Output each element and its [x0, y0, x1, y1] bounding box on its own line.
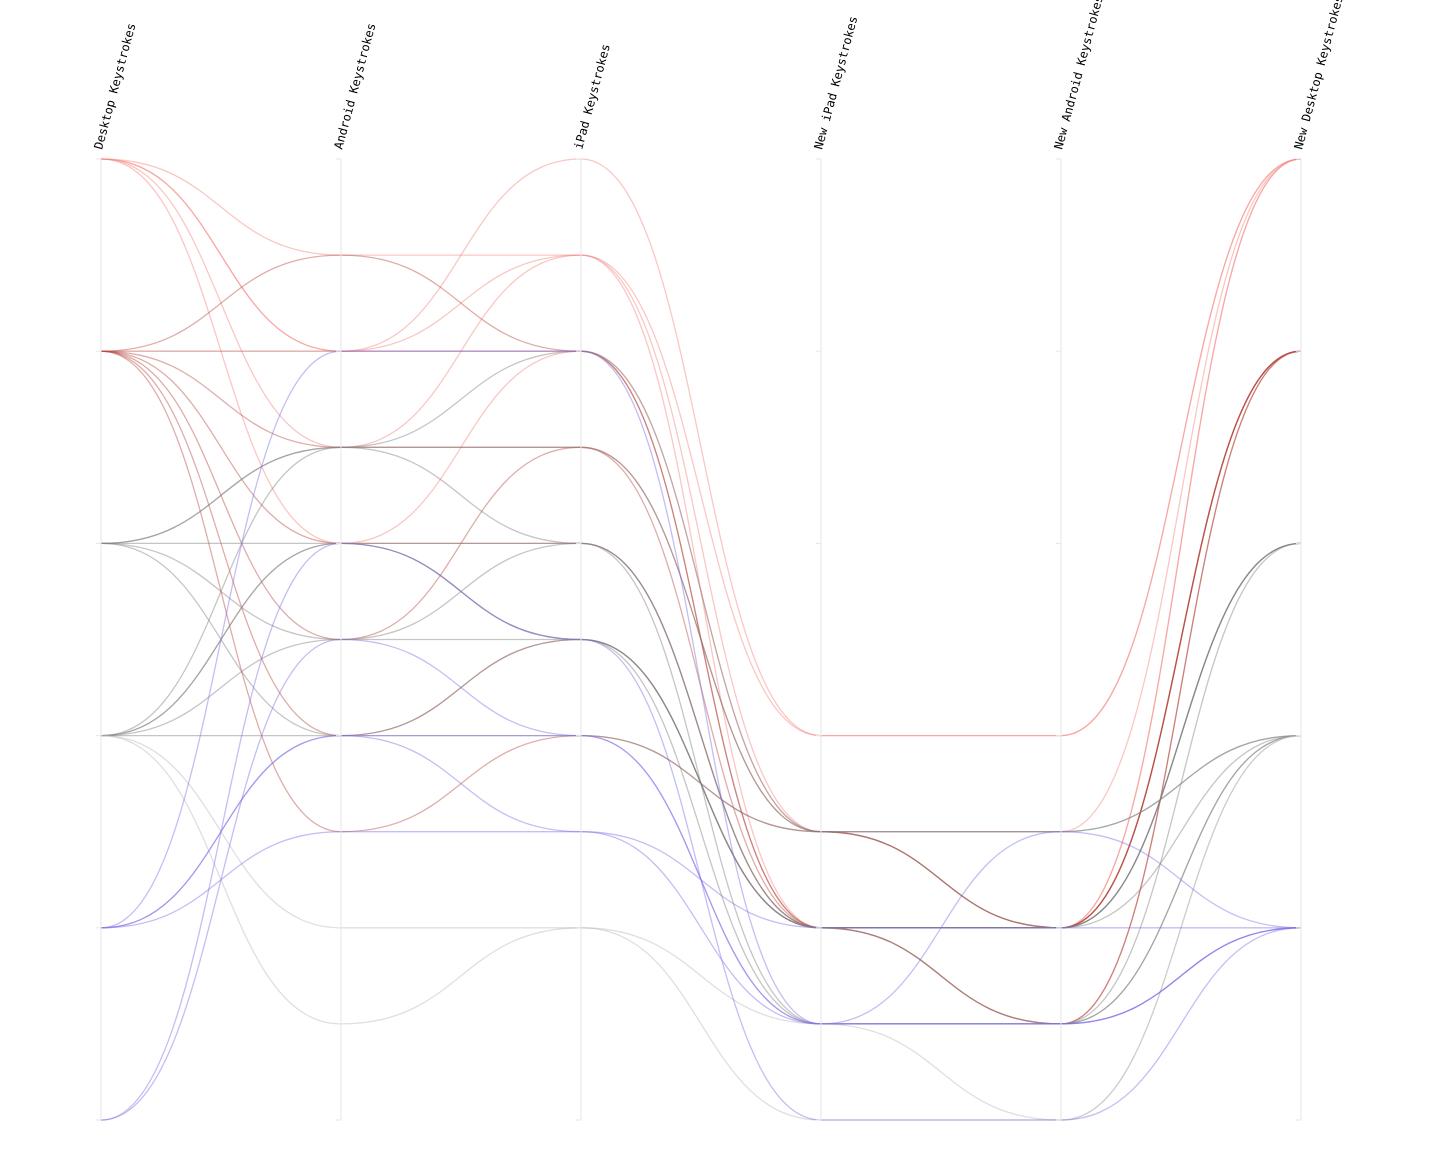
series-line: [100, 734, 1302, 1121]
axis-label: Desktop Keystrokes: [91, 22, 138, 151]
series-line: [101, 350, 1302, 929]
axis-label: New Android Keystrokes: [1051, 0, 1106, 151]
series-line: [100, 638, 1302, 929]
series-line: [100, 158, 1302, 737]
series-lines: [100, 158, 1302, 1121]
series-line: [100, 350, 1302, 1025]
series-line: [100, 831, 1301, 929]
axis-label: iPad Keystrokes: [571, 42, 613, 150]
series-line: [100, 734, 1302, 1025]
series-line: [100, 158, 1302, 833]
axis-label: New Desktop Keystrokes: [1291, 0, 1346, 151]
series-line: [100, 350, 1302, 929]
series-line: [100, 542, 1302, 1025]
series-line: [100, 350, 1302, 929]
axis-label: Android Keystrokes: [331, 22, 378, 151]
series-line: [100, 734, 1302, 1025]
series-line: [101, 734, 1302, 833]
series-line: [100, 542, 1302, 1025]
series-line: [100, 350, 1302, 1025]
axis-label: New iPad Keystrokes: [811, 15, 860, 151]
series-line: [100, 446, 1302, 929]
axes: Desktop Keystrokes Android Keystrokes iPad…: [91, 0, 1346, 1121]
series-line: [100, 542, 1302, 1025]
series-line: [100, 542, 1302, 929]
series-line: [100, 350, 1302, 833]
series-line: [100, 158, 1302, 929]
series-line: [100, 350, 1302, 929]
series-line: [100, 638, 1302, 1121]
series-line: [100, 158, 1302, 737]
series-line: [100, 446, 1302, 929]
series-line: [100, 734, 1302, 1121]
series-line: [100, 350, 1302, 1025]
series-line: [100, 542, 1302, 1121]
